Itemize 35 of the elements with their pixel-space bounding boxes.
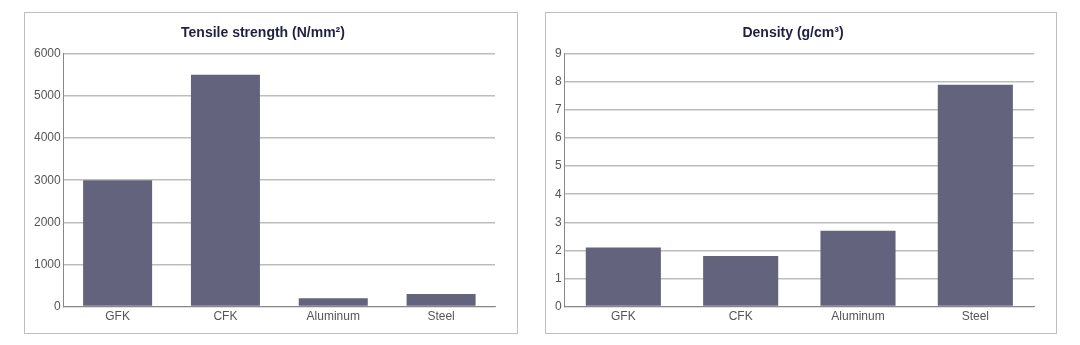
y-tick-label: 0 xyxy=(554,298,562,313)
x-tick-label: GFK xyxy=(611,309,636,324)
x-tick-label: Aluminum xyxy=(831,309,885,324)
chart-title: Tensile strength (N/mm²) xyxy=(181,24,345,41)
x-tick-label: CFK xyxy=(728,309,753,324)
y-tick-label: 4 xyxy=(554,186,562,201)
bar xyxy=(820,230,896,306)
chart-title: Density (g/cm³) xyxy=(742,24,844,41)
y-tick-label: 0 xyxy=(54,298,62,313)
bar xyxy=(190,74,260,306)
x-tick-label: CFK xyxy=(213,309,238,324)
y-tick-label: 9 xyxy=(554,46,562,61)
y-tick-label: 8 xyxy=(554,74,562,89)
y-tick-label: 1 xyxy=(554,270,562,285)
bar xyxy=(937,84,1013,306)
y-tick-label: 5 xyxy=(554,158,562,173)
y-tick-label: 5000 xyxy=(33,88,62,103)
x-tick-label: Steel xyxy=(961,309,990,324)
y-tick-label: 6000 xyxy=(33,46,62,61)
x-tick-label: Steel xyxy=(427,309,455,324)
y-tick-label: 3000 xyxy=(33,172,62,187)
y-tick-label: 6 xyxy=(554,130,562,145)
bar xyxy=(298,298,368,306)
bar xyxy=(703,256,779,306)
y-tick-label: 2000 xyxy=(33,214,62,229)
bar xyxy=(406,293,476,306)
y-tick-label: 3 xyxy=(554,214,562,229)
bar xyxy=(83,180,153,306)
x-tick-label: GFK xyxy=(105,309,130,324)
y-tick-label: 7 xyxy=(554,102,562,117)
x-tick-label: Aluminum xyxy=(306,309,360,324)
y-tick-label: 2 xyxy=(554,242,562,257)
y-tick-label: 4000 xyxy=(33,130,62,145)
y-tick-label: 1000 xyxy=(33,256,62,271)
bar xyxy=(585,247,661,306)
